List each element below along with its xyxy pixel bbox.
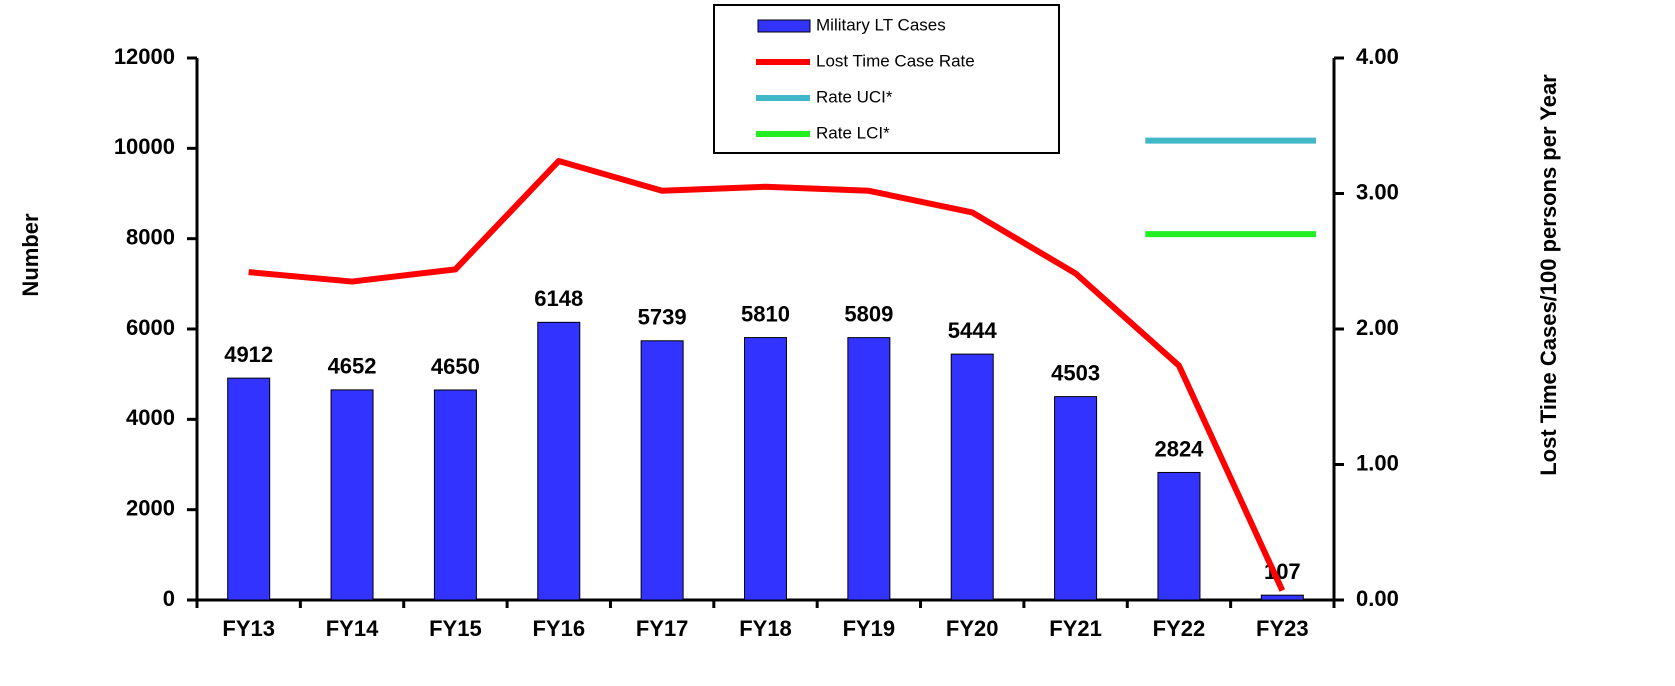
y-tick-label: 0 — [163, 586, 175, 611]
x-tick-label: FY13 — [222, 616, 275, 641]
bar — [537, 321, 581, 601]
bar — [1260, 594, 1304, 601]
bar — [330, 389, 374, 601]
legend-label: Rate LCI* — [816, 123, 890, 142]
x-tick-label: FY20 — [946, 616, 999, 641]
x-tick-label: FY22 — [1153, 616, 1206, 641]
legend-label: Military LT Cases — [816, 15, 946, 34]
y2-tick-label: 2.00 — [1356, 315, 1399, 340]
y-tick-label: 4000 — [126, 405, 175, 430]
legend-swatch — [757, 19, 811, 33]
bar — [950, 353, 994, 601]
x-tick-label: FY19 — [843, 616, 896, 641]
y2-tick-label: 3.00 — [1356, 179, 1399, 204]
legend-label: Rate UCI* — [816, 87, 893, 106]
bar-value-label: 5444 — [948, 318, 998, 343]
y-tick-label: 6000 — [126, 315, 175, 340]
bar-value-label: 4503 — [1051, 360, 1100, 385]
legend-label: Lost Time Case Rate — [816, 51, 975, 70]
bar — [1157, 471, 1201, 601]
y-tick-label: 8000 — [126, 224, 175, 249]
y-tick-label: 2000 — [126, 495, 175, 520]
bar-value-label: 5809 — [844, 301, 893, 326]
y-tick-label: 12000 — [114, 44, 175, 69]
y2-tick-label: 1.00 — [1356, 450, 1399, 475]
y-axis-label: Number — [18, 213, 43, 297]
y-tick-label: 10000 — [114, 134, 175, 159]
y2-tick-label: 4.00 — [1356, 44, 1399, 69]
x-tick-label: FY17 — [636, 616, 689, 641]
bar — [433, 389, 477, 601]
x-tick-label: FY18 — [739, 616, 792, 641]
x-tick-label: FY14 — [326, 616, 379, 641]
x-tick-label: FY21 — [1049, 616, 1102, 641]
bar-value-label: 5739 — [638, 305, 687, 330]
x-tick-label: FY16 — [532, 616, 585, 641]
bar — [1054, 396, 1098, 601]
bar — [744, 337, 787, 601]
bar — [640, 340, 684, 601]
x-tick-label: FY15 — [429, 616, 482, 641]
bar-value-label: 4650 — [431, 354, 480, 379]
bar-value-label: 6148 — [534, 286, 583, 311]
bar-value-label: 5810 — [741, 301, 790, 326]
x-tick-label: FY23 — [1256, 616, 1309, 641]
line — [248, 157, 1286, 592]
bar — [847, 337, 891, 601]
bar — [227, 377, 271, 601]
y2-tick-label: 0.00 — [1356, 586, 1399, 611]
y2-axis-label: Lost Time Cases/100 persons per Year — [1536, 74, 1561, 476]
bar-value-label: 4652 — [328, 354, 377, 379]
bar-value-label: 4912 — [224, 342, 273, 367]
bar-value-label: 2824 — [1154, 436, 1204, 461]
